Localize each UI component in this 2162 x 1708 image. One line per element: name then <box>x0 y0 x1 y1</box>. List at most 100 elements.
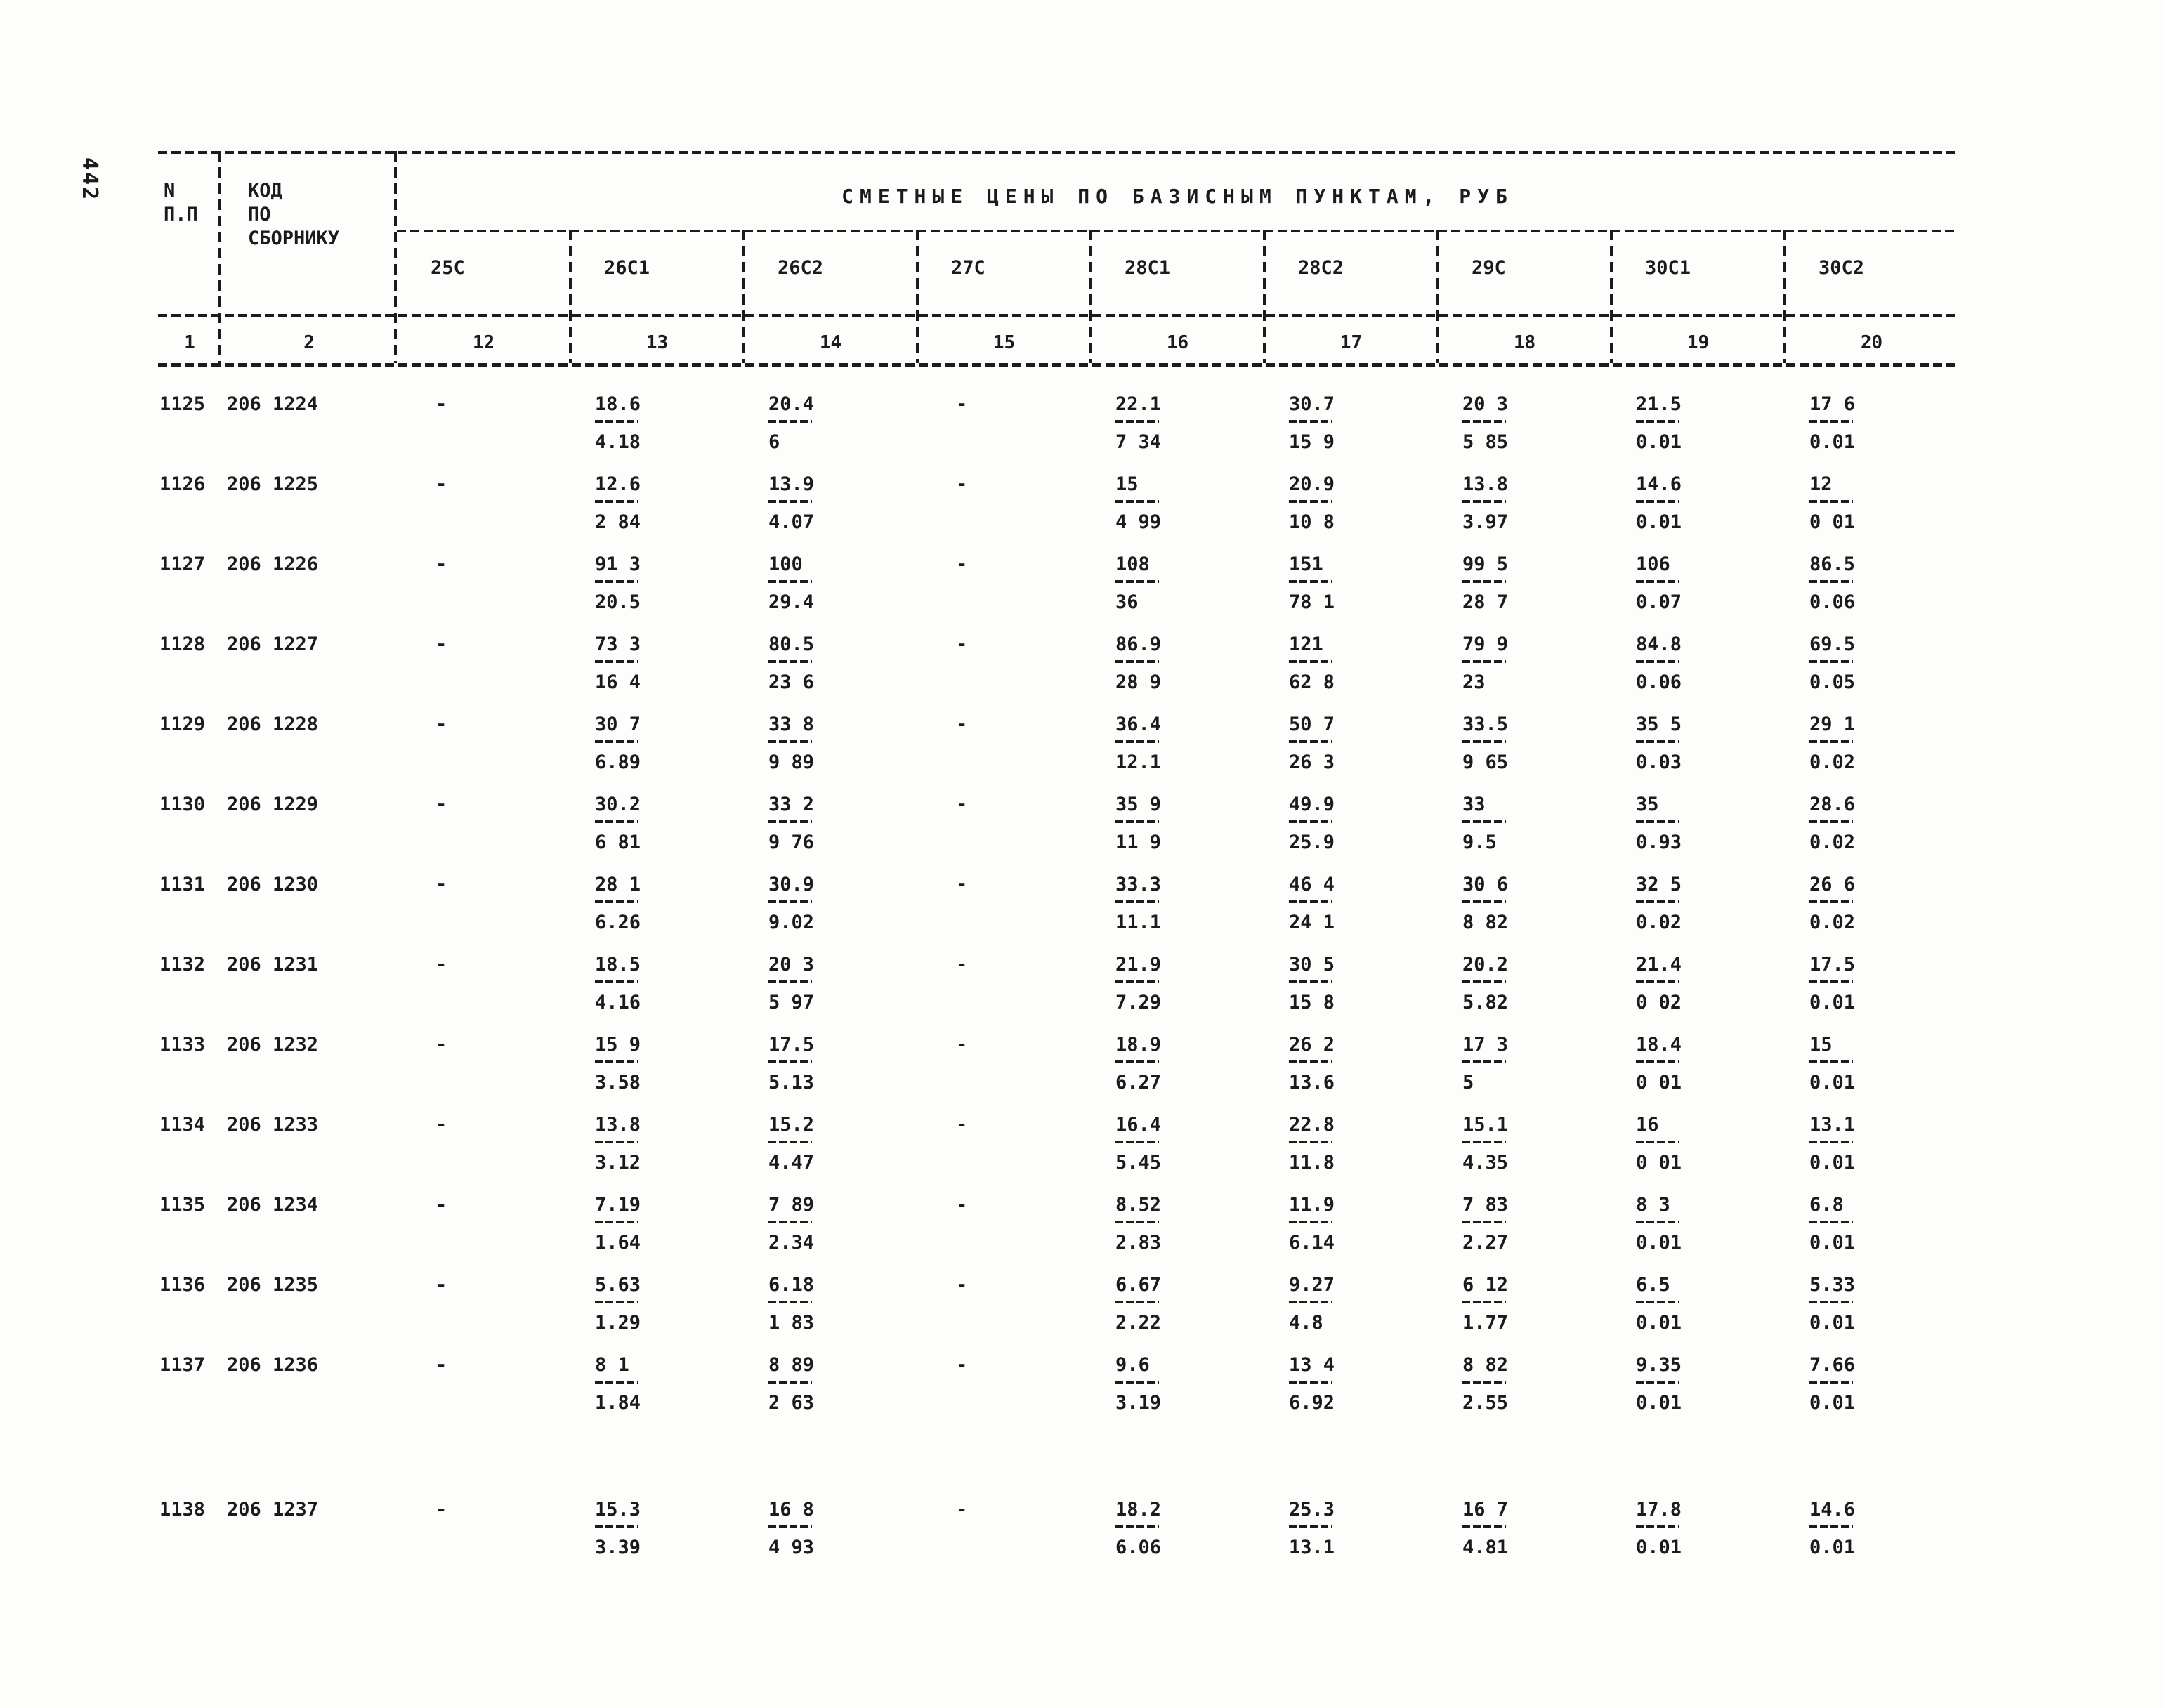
cell-bottom-value: 0.01 <box>1809 1312 1856 1334</box>
cell-bottom-value: 1.64 <box>595 1232 641 1254</box>
cell-separator <box>1462 1060 1506 1063</box>
cell-bottom-value: 9.5 <box>1462 832 1497 853</box>
price-cell: 49.9 25.9 <box>1264 794 1438 853</box>
cell-separator <box>1115 1141 1159 1143</box>
cell-separator <box>595 820 638 823</box>
row-number: 1130 <box>159 794 206 815</box>
price-cell: 16 7 4.81 <box>1438 1499 1611 1558</box>
column-number: 19 <box>1686 332 1710 353</box>
price-cell: 18.2 6.06 <box>1091 1499 1264 1558</box>
price-cell: 12.6 2 84 <box>570 474 744 533</box>
cell-bottom-value: 7 34 <box>1115 431 1162 453</box>
cell-top-value: 9.6 <box>1115 1354 1150 1376</box>
dash-value: - <box>435 553 447 575</box>
cell-separator <box>595 1301 638 1303</box>
column-divider <box>569 230 572 363</box>
price-cell: 11.9 6.14 <box>1264 1195 1438 1254</box>
dash-cell: - <box>917 1499 1091 1520</box>
price-cell: 20.4 6 <box>744 394 917 453</box>
column-number: 17 <box>1339 332 1363 353</box>
cell-bottom-value: 0.01 <box>1809 1232 1856 1254</box>
dash-cell: - <box>397 1355 570 1376</box>
cell-separator <box>1115 1525 1159 1528</box>
cell-top-value: 6.5 <box>1636 1274 1670 1296</box>
price-cell: 20 3 5 97 <box>744 954 917 1013</box>
price-cell: 35 5 0.03 <box>1611 714 1785 773</box>
cell-top-value: 13.8 <box>1462 473 1509 495</box>
dash-cell: - <box>917 1034 1091 1056</box>
cell-top-value: 33 2 <box>768 794 815 815</box>
cell-bottom-value: 2 63 <box>768 1392 815 1414</box>
cell-bottom-value: 15 9 <box>1289 431 1335 453</box>
cell-separator <box>1115 500 1159 503</box>
cell-bottom-value: 5 97 <box>768 992 815 1013</box>
cell-top-value: 20.9 <box>1289 473 1335 495</box>
cell-separator <box>1809 820 1853 823</box>
cell-separator <box>1462 1301 1506 1303</box>
cell-separator <box>1462 980 1506 983</box>
dash-cell: - <box>397 794 570 815</box>
price-cell: 28.6 0.02 <box>1785 794 1958 853</box>
dash-cell: - <box>397 394 570 415</box>
cell-top-value: 121 <box>1289 633 1323 655</box>
cell-top-value: 151 <box>1289 553 1323 575</box>
cell-separator <box>1115 1060 1159 1063</box>
cell-top-value: 33.5 <box>1462 714 1509 735</box>
column-header-4: 27С <box>951 257 985 279</box>
price-cell: 33 8 9 89 <box>744 714 917 773</box>
cell-separator <box>768 1060 812 1063</box>
cell-top-value: 8.52 <box>1115 1194 1162 1216</box>
cell-bottom-value: 9 76 <box>768 832 815 853</box>
cell-separator <box>595 420 638 423</box>
row-code: 206 1236 <box>227 1354 319 1376</box>
cell-bottom-value: 24 1 <box>1289 912 1335 933</box>
cell-top-value: 8 89 <box>768 1354 815 1376</box>
cell-top-value: 21.4 <box>1636 954 1682 975</box>
dash-value: - <box>956 553 968 575</box>
table-row: 1137 206 1236 - 8 1 1.84 8 89 2 63 - 9.6 3.19 13 4… <box>158 1355 1958 1435</box>
cell-bottom-value: 28 9 <box>1115 671 1162 693</box>
price-cell: 84.8 0.06 <box>1611 634 1785 693</box>
dash-value: - <box>435 1194 447 1216</box>
dash-cell: - <box>917 794 1091 815</box>
cell-separator <box>768 1141 812 1143</box>
price-cell: 121 62 8 <box>1264 634 1438 693</box>
dash-value: - <box>435 473 447 495</box>
cell-bottom-value: 28 7 <box>1462 591 1509 613</box>
cell-separator <box>1809 660 1853 663</box>
cell-bottom-value: 6 81 <box>595 832 641 853</box>
cell-top-value: 7 89 <box>768 1194 815 1216</box>
dash-value: - <box>956 1194 968 1216</box>
cell-separator <box>1289 820 1332 823</box>
column-header-7: 29С <box>1472 257 1506 279</box>
cell-top-value: 15 9 <box>595 1034 641 1056</box>
cell-separator <box>768 980 812 983</box>
cell-separator <box>1462 900 1506 903</box>
cell-bottom-value: 11.1 <box>1115 912 1162 933</box>
cell-top-value: 15.3 <box>595 1499 641 1520</box>
dash-value: - <box>956 1034 968 1056</box>
cell-bottom-value: 2.34 <box>768 1232 815 1254</box>
price-cell: 108 36 <box>1091 554 1264 613</box>
dash-cell: - <box>397 1034 570 1056</box>
price-cell: 15 0.01 <box>1785 1034 1958 1093</box>
dash-value: - <box>435 794 447 815</box>
cell-top-value: 20 3 <box>1462 393 1509 415</box>
cell-separator <box>768 420 812 423</box>
cell-separator <box>768 900 812 903</box>
price-cell: 16 0 01 <box>1611 1115 1785 1174</box>
cell-top-value: 28.6 <box>1809 794 1856 815</box>
column-header-3: 26С2 <box>778 257 824 279</box>
row-number: 1137 <box>159 1354 206 1376</box>
cell-separator <box>1636 1525 1679 1528</box>
dash-value: - <box>956 794 968 815</box>
row-code: 206 1229 <box>227 794 319 815</box>
column-divider <box>1089 230 1092 363</box>
dash-value: - <box>435 714 447 735</box>
price-cell: 106 0.07 <box>1611 554 1785 613</box>
cell-bottom-value: 11 9 <box>1115 832 1162 853</box>
cell-bottom-value: 15 8 <box>1289 992 1335 1013</box>
price-cell: 30.2 6 81 <box>570 794 744 853</box>
cell-separator <box>1636 1141 1679 1143</box>
